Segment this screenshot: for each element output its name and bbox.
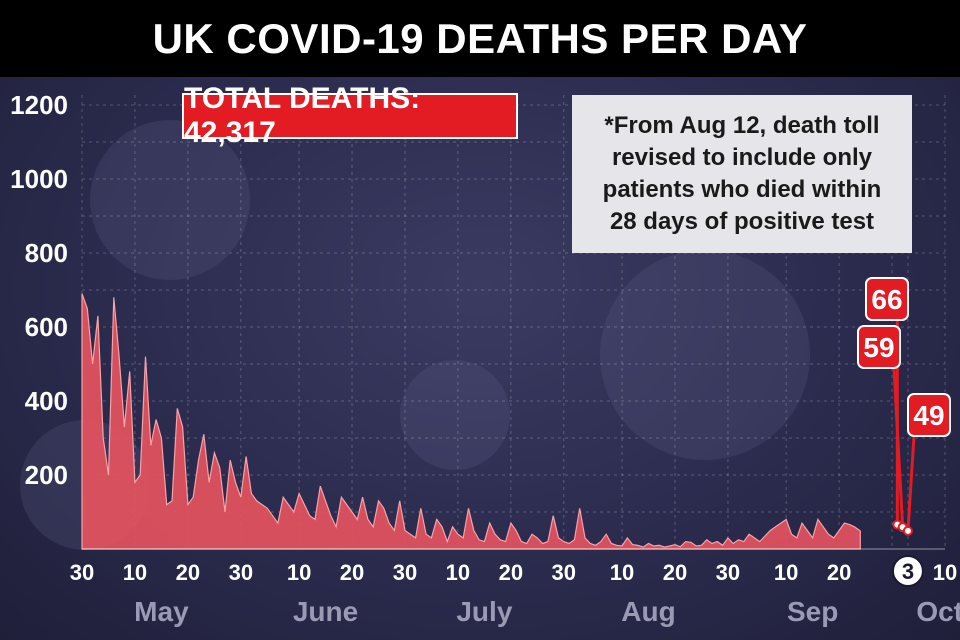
month-label: Sep [787,596,838,627]
callout-label: 66 [871,284,902,315]
callout-leader [906,435,916,531]
total-deaths-badge: TOTAL DEATHS: 42,317 [182,82,518,149]
x-tick-label: 10 [933,560,957,585]
y-tick-label: 200 [25,460,68,490]
month-label: July [456,596,512,627]
callout-leader [892,367,905,528]
callout-point [902,525,913,536]
x-tick-label: 20 [663,560,687,585]
callout-label: 49 [913,400,944,431]
callout-label: 59 [863,332,894,363]
month-label: May [134,596,189,627]
x-tick-label: 30 [716,560,740,585]
x-tick-label: 3 [902,559,914,584]
x-tick-label: 20 [827,560,851,585]
x-tick-label: 30 [393,560,417,585]
y-tick-label: 1200 [10,90,68,120]
virus-decoration [90,120,250,280]
virus-decoration [400,360,510,470]
x-tick-label: 10 [287,560,311,585]
callout-badge [865,277,909,321]
month-label: Oct [916,596,960,627]
chart-title: UK COVID-19 DEATHS PER DAY [152,14,808,62]
total-deaths-label: TOTAL DEATHS: 42,317 [184,82,421,149]
callout-badge [857,325,901,369]
month-label: Aug [621,596,675,627]
x-tick-label: 30 [70,560,94,585]
x-tick-label: 30 [552,560,576,585]
x-tick-label: 20 [176,560,200,585]
x-tick-label: 10 [446,560,470,585]
y-tick-label: 1000 [10,164,68,194]
revision-note-text: *From Aug 12, death toll revised to incl… [602,112,882,235]
x-tick-label: 10 [774,560,798,585]
callout-badge [907,393,951,437]
x-tick-label: 30 [229,560,253,585]
month-label: June [293,596,358,627]
y-tick-label: 400 [25,386,68,416]
x-tick-label: 10 [610,560,634,585]
highlighted-tick-circle [891,555,924,587]
title-bar: UK COVID-19 DEATHS PER DAY [0,0,960,77]
y-tick-label: 800 [25,238,68,268]
x-tick-label: 20 [340,560,364,585]
x-tick-label: 20 [499,560,523,585]
y-tick-label: 600 [25,312,68,342]
deaths-area-series [81,293,861,550]
x-tick-label: 10 [123,560,147,585]
revision-note: *From Aug 12, death toll revised to incl… [572,95,912,253]
virus-decoration [600,250,810,460]
